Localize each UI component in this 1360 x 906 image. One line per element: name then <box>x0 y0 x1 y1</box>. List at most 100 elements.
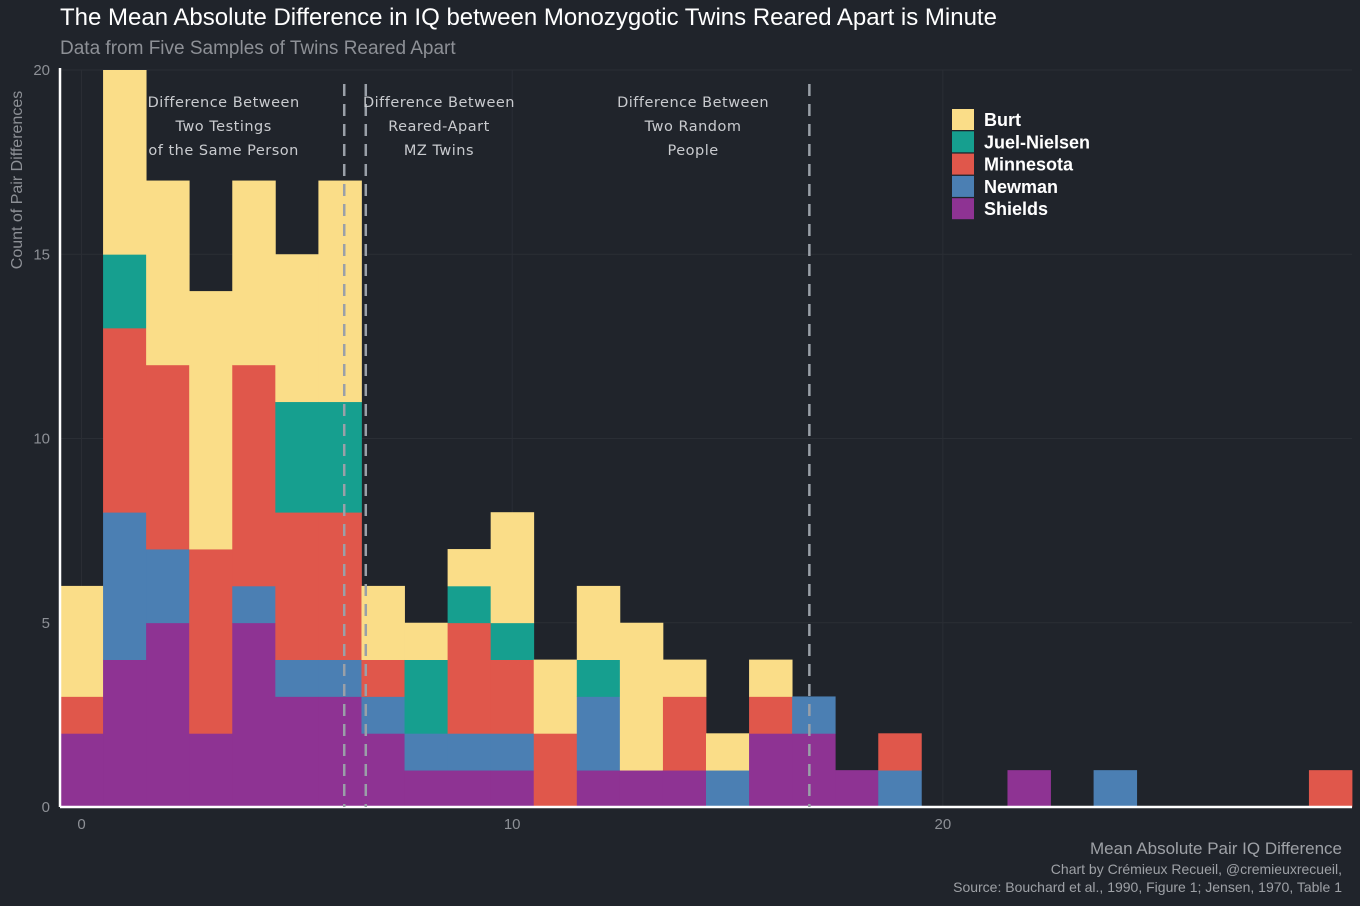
bar-shields <box>447 770 492 808</box>
bar-burt <box>533 659 578 734</box>
bar-minnesota <box>749 696 793 734</box>
bar-minnesota <box>447 622 492 734</box>
legend-label: Newman <box>984 177 1058 197</box>
bar-burt <box>232 180 276 366</box>
bar-juel-nielsen <box>576 659 621 697</box>
bar-shields <box>749 733 793 808</box>
bar-shields <box>576 770 621 808</box>
legend-label: Juel-Nielsen <box>984 132 1090 152</box>
legend-swatch <box>952 198 974 220</box>
bar-burt <box>275 254 319 403</box>
bar-shields <box>318 696 362 808</box>
bar-shields <box>232 622 276 808</box>
x-axis-label: Mean Absolute Pair IQ Difference <box>1090 839 1342 858</box>
chart-subtitle: Data from Five Samples of Twins Reared A… <box>60 38 456 59</box>
bar-juel-nielsen <box>404 659 448 734</box>
bar-burt <box>706 733 750 771</box>
x-tick-label: 20 <box>935 816 952 833</box>
bar-burt <box>749 659 793 697</box>
legend-swatch <box>952 109 974 130</box>
legend-label: Minnesota <box>984 155 1074 175</box>
bar-burt <box>60 585 104 697</box>
legend-swatch <box>952 153 974 175</box>
bar-shields <box>103 659 147 808</box>
y-tick-label: 0 <box>42 799 50 816</box>
y-tick-label: 10 <box>33 431 50 448</box>
y-tick-label: 5 <box>42 615 50 632</box>
region-label: Two Random <box>644 119 742 135</box>
bar-shields <box>146 622 190 808</box>
bar-newman <box>275 659 319 697</box>
bar-burt <box>361 585 405 660</box>
region-label: Reared-Apart <box>388 119 490 135</box>
region-annotations: Difference Between Two Testings of the Sam… <box>148 95 769 159</box>
bar-burt <box>189 291 233 550</box>
chart-title: The Mean Absolute Difference in IQ betwe… <box>60 4 997 31</box>
bar-newman <box>361 696 405 734</box>
region-label: Difference Between <box>363 95 515 111</box>
bar-burt <box>318 180 362 403</box>
bar-newman <box>232 585 276 624</box>
bar-newman <box>146 549 190 624</box>
chart-source: Source: Bouchard et al., 1990, Figure 1;… <box>953 879 1342 895</box>
bar-minnesota <box>103 327 147 513</box>
y-tick-label: 20 <box>33 62 50 79</box>
chart-credit: Chart by Crémieux Recueil, @cremieuxrecu… <box>1050 861 1342 877</box>
bar-juel-nielsen <box>275 401 319 513</box>
bar-shields <box>275 696 319 808</box>
region-label: People <box>667 143 718 159</box>
bars-group <box>60 70 1353 808</box>
bar-newman <box>447 733 492 771</box>
region-label: of the Same Person <box>148 143 298 159</box>
region-divider-lines <box>342 84 811 807</box>
bar-burt <box>662 659 707 697</box>
bar-burt <box>103 70 147 255</box>
region-label: MZ Twins <box>404 143 474 159</box>
bar-juel-nielsen <box>318 401 362 513</box>
bar-shields <box>404 770 448 808</box>
bar-shields <box>490 770 535 808</box>
bar-minnesota <box>490 659 535 734</box>
bar-minnesota <box>60 696 104 734</box>
region-label: Difference Between <box>148 95 300 111</box>
bar-burt <box>447 549 492 587</box>
bar-minnesota <box>275 512 319 660</box>
bar-burt <box>146 180 190 366</box>
bar-shields <box>619 770 664 808</box>
bar-juel-nielsen <box>103 254 147 329</box>
bar-juel-nielsen <box>447 585 492 624</box>
legend-label: Burt <box>984 110 1021 130</box>
bar-newman <box>1093 770 1138 808</box>
bar-minnesota <box>146 364 190 550</box>
bar-shields <box>60 733 104 808</box>
bar-burt <box>619 622 664 771</box>
bar-minnesota <box>662 696 707 771</box>
bar-minnesota <box>878 733 922 771</box>
bar-minnesota <box>232 364 276 587</box>
bar-shields <box>792 733 836 808</box>
bar-minnesota <box>1308 770 1353 808</box>
bar-shields <box>662 770 707 808</box>
region-label: Difference Between <box>617 95 769 111</box>
bar-minnesota <box>361 659 405 697</box>
region-label: Two Testings <box>174 119 271 135</box>
bar-newman <box>576 696 621 771</box>
axes: 0 5 10 15 20 0 10 20 <box>33 62 1352 833</box>
bar-burt <box>490 512 535 624</box>
bar-newman <box>318 659 362 697</box>
bar-burt <box>576 585 621 660</box>
bar-newman <box>706 770 750 808</box>
legend-swatch <box>952 131 974 153</box>
x-tick-label: 0 <box>77 816 85 833</box>
bar-newman <box>103 512 147 660</box>
bar-newman <box>490 733 535 771</box>
bar-shields <box>189 733 233 808</box>
legend-swatch <box>952 175 974 197</box>
bar-newman <box>404 733 448 771</box>
bar-shields <box>835 770 879 808</box>
legend-label: Shields <box>984 199 1048 219</box>
bar-juel-nielsen <box>490 622 535 660</box>
bar-minnesota <box>189 549 233 734</box>
